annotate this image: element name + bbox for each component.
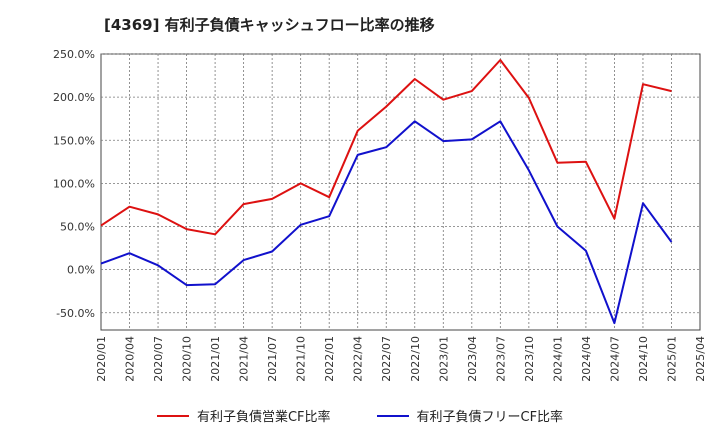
legend-label-free-cf: 有利子負債フリーCF比率 bbox=[416, 410, 564, 425]
series-line-free-cf bbox=[100, 120, 673, 325]
chart-legend: 有利子負債営業CF比率 有利子負債フリーCF比率 bbox=[0, 406, 720, 425]
x-tick-label: 2023/04 bbox=[466, 336, 479, 382]
x-tick-label: 2021/04 bbox=[238, 336, 251, 382]
x-tick-label: 2022/07 bbox=[380, 336, 393, 382]
y-tick-label: 200.0% bbox=[53, 91, 95, 104]
legend-item-operating-cf: 有利子負債営業CF比率 bbox=[156, 406, 331, 425]
x-tick-label: 2022/10 bbox=[409, 336, 422, 382]
legend-swatch-red bbox=[156, 414, 189, 417]
legend-label-operating-cf: 有利子負債営業CF比率 bbox=[196, 410, 331, 425]
y-tick-label: 250.0% bbox=[53, 48, 95, 61]
legend-swatch-blue bbox=[376, 414, 409, 417]
x-tick-label: 2024/01 bbox=[551, 336, 564, 382]
x-tick-label: 2023/01 bbox=[437, 336, 450, 382]
series-line-operating-cf bbox=[100, 59, 672, 236]
y-tick-label: 50.0% bbox=[60, 221, 95, 234]
plot-frame bbox=[100, 53, 701, 331]
x-tick-label: 2020/10 bbox=[181, 336, 194, 382]
x-tick-label: 2025/04 bbox=[694, 336, 707, 382]
y-tick-label: 100.0% bbox=[53, 177, 95, 190]
x-tick-label: 2024/04 bbox=[580, 336, 593, 382]
x-tick-label: 2020/07 bbox=[152, 336, 165, 382]
x-tick-label: 2024/10 bbox=[637, 336, 650, 382]
x-tick-label: 2022/04 bbox=[352, 336, 365, 382]
x-tick-label: 2023/07 bbox=[494, 336, 507, 382]
legend-item-free-cf: 有利子負債フリーCF比率 bbox=[376, 406, 564, 425]
x-tick-label: 2022/01 bbox=[323, 336, 336, 382]
x-tick-label: 2021/07 bbox=[266, 336, 279, 382]
x-tick-label: 2020/04 bbox=[124, 336, 137, 382]
y-tick-label: -50.0% bbox=[56, 307, 95, 320]
x-tick-label: 2024/07 bbox=[608, 336, 621, 382]
x-tick-label: 2023/10 bbox=[523, 336, 536, 382]
x-tick-label: 2021/01 bbox=[209, 336, 222, 382]
chart-title: [4369] 有利子負債キャッシュフロー比率の推移 bbox=[104, 16, 435, 34]
y-tick-label: 150.0% bbox=[53, 134, 95, 147]
y-tick-label: 0.0% bbox=[67, 264, 95, 277]
x-tick-label: 2025/01 bbox=[665, 336, 678, 382]
x-tick-label: 2020/01 bbox=[95, 336, 108, 382]
x-tick-label: 2021/10 bbox=[295, 336, 308, 382]
